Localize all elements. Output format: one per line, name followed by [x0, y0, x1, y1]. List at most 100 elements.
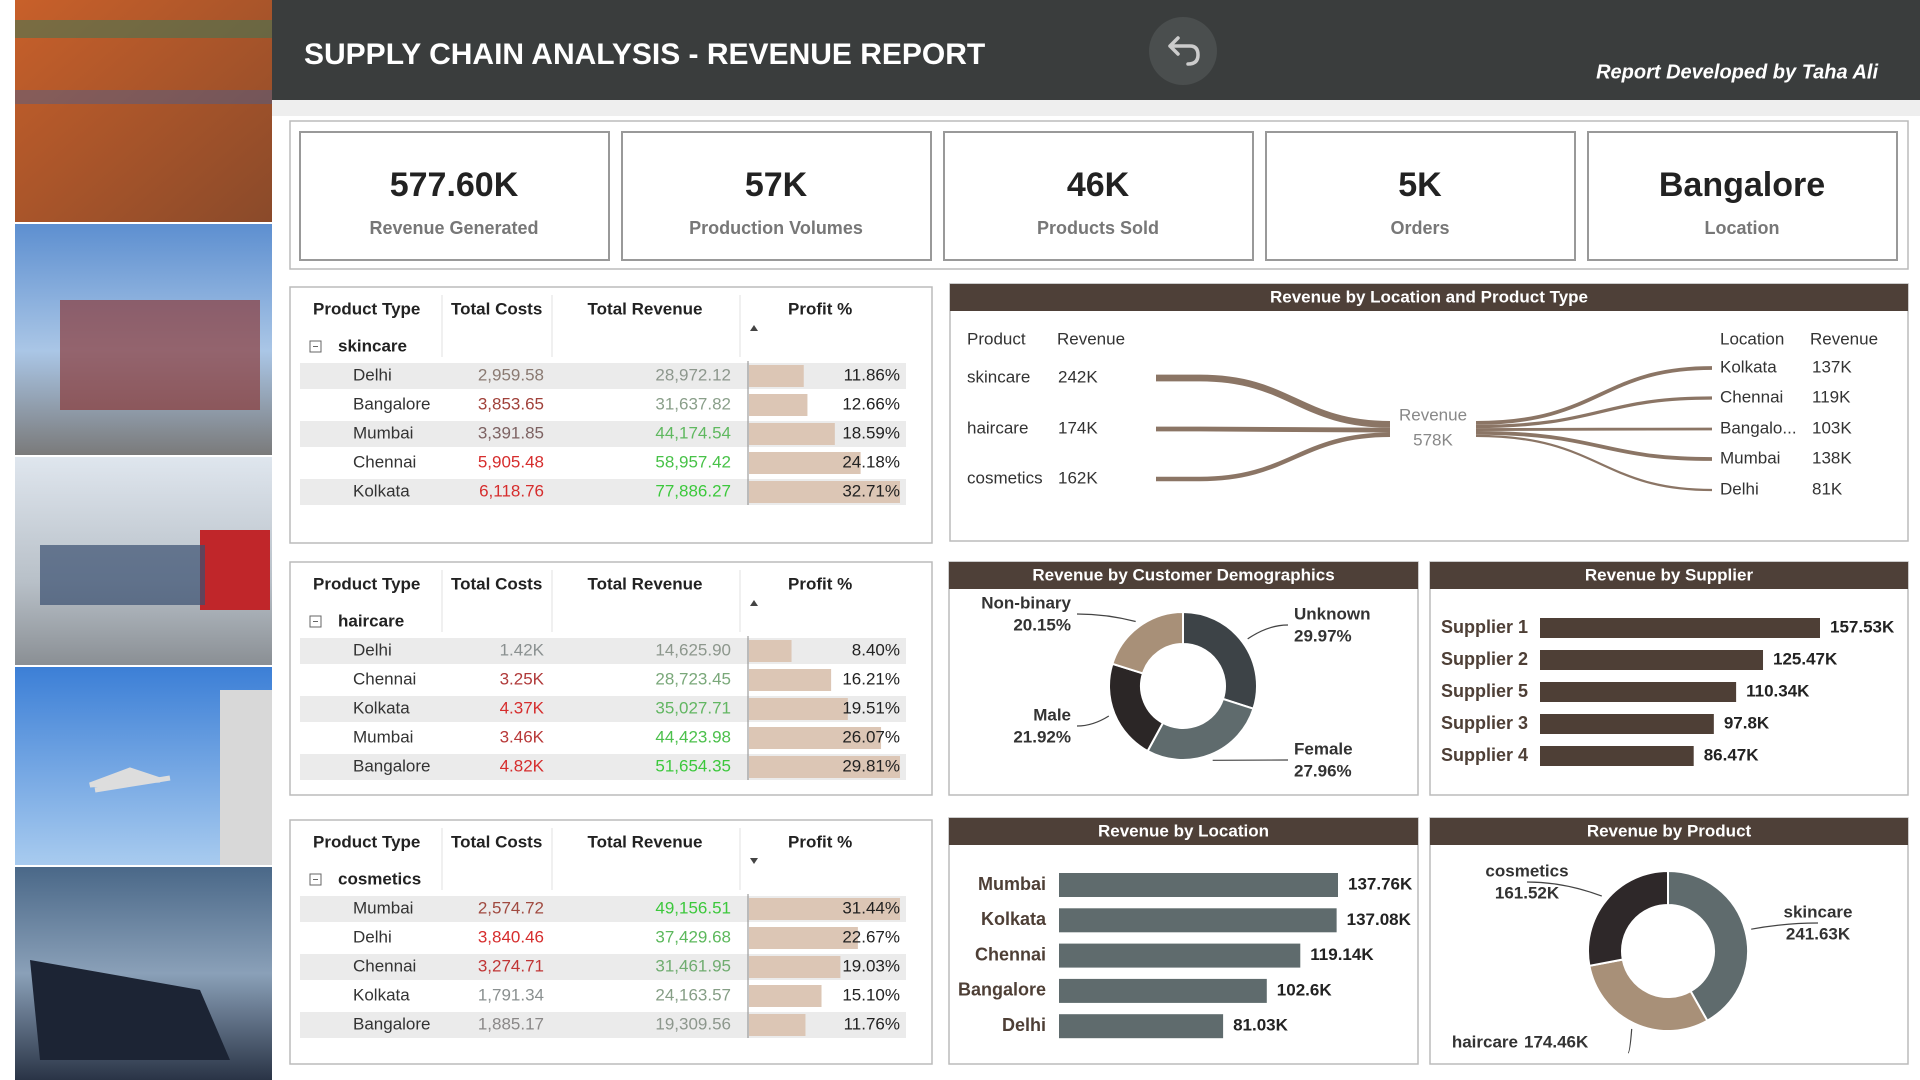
row-cost: 3,274.71	[478, 956, 544, 975]
image-detail	[40, 545, 205, 605]
row-cost: 3,391.85	[478, 423, 544, 442]
sankey-target-value: 137K	[1812, 357, 1852, 376]
row-cost: 3.46K	[500, 727, 545, 746]
row-city: Chennai	[353, 956, 416, 975]
kpi-value: 5K	[1398, 166, 1442, 204]
sort-indicator	[750, 325, 758, 331]
chart-title-bar	[949, 562, 1418, 589]
sankey-flow	[1156, 432, 1391, 482]
row-city: Bangalore	[353, 1014, 431, 1033]
profit-bar	[749, 365, 804, 387]
column-header: Product Type	[313, 574, 420, 593]
leader-line	[1751, 922, 1819, 930]
bar-value: 125.47K	[1773, 649, 1838, 668]
row-city: Kolkata	[353, 481, 410, 500]
donut-segment	[1588, 958, 1709, 1032]
chart-panel	[949, 283, 1909, 542]
image-detail	[220, 690, 272, 865]
row-revenue: 77,886.27	[655, 481, 731, 500]
donut-value: 21.92%	[1013, 727, 1071, 746]
donut-segment	[1667, 869, 1749, 1023]
row-city: Kolkata	[353, 985, 410, 1004]
sankey-header: Product	[967, 329, 1026, 348]
row-band	[300, 363, 906, 389]
profit-label: 19.03%	[842, 956, 900, 975]
row-revenue: 31,637.82	[655, 394, 731, 413]
sankey-source-value: 162K	[1058, 468, 1098, 487]
row-city: Mumbai	[353, 727, 413, 746]
leader-line	[1247, 624, 1289, 640]
bar-value: 137.76K	[1348, 874, 1413, 893]
group-label: skincare	[338, 336, 407, 355]
profit-label: 29.81%	[842, 756, 900, 775]
profit-bar	[749, 985, 822, 1007]
bar	[1059, 908, 1337, 933]
group-label: haircare	[338, 611, 404, 630]
row-revenue: 35,027.71	[655, 698, 731, 717]
sankey-target-value: 103K	[1812, 418, 1852, 437]
row-city: Delhi	[353, 927, 392, 946]
donut-segment	[1146, 697, 1255, 761]
sankey-flow	[1156, 374, 1391, 428]
row-revenue: 31,461.95	[655, 956, 731, 975]
donut-label: Male	[1033, 705, 1071, 724]
sankey-target-value: 119K	[1812, 387, 1851, 406]
profit-label: 31.44%	[842, 898, 900, 917]
donut-segment	[1586, 869, 1669, 967]
profit-label: 8.40%	[852, 640, 900, 659]
report-title: SUPPLY CHAIN ANALYSIS - REVENUE REPORT	[304, 38, 985, 71]
row-cost: 3,853.65	[478, 394, 544, 413]
donut-label: cosmetics	[1485, 861, 1568, 880]
row-cost: 4.82K	[500, 756, 545, 775]
bar	[1540, 650, 1764, 670]
profit-bar	[749, 698, 848, 720]
kpi-card	[621, 131, 932, 261]
row-city: Bangalore	[353, 394, 431, 413]
bar-value: 81.03K	[1233, 1016, 1289, 1035]
row-city: Delhi	[353, 640, 392, 659]
profit-bar	[749, 727, 882, 749]
column-header: Total Costs	[451, 832, 542, 851]
bar-value: 102.6K	[1277, 980, 1333, 999]
bar-category: Chennai	[975, 944, 1046, 964]
leader-line	[1526, 881, 1603, 897]
bar-value: 97.8K	[1724, 713, 1770, 732]
row-city: Chennai	[353, 669, 416, 688]
profit-bar	[749, 481, 900, 503]
kpi-card	[1587, 131, 1898, 261]
back-button[interactable]	[1149, 17, 1217, 85]
donut-value: 29.97%	[1294, 626, 1352, 645]
sort-indicator	[750, 600, 758, 606]
row-cost: 2,959.58	[478, 365, 544, 384]
bar-category: Delhi	[1002, 1015, 1046, 1035]
row-cost: 1.42K	[500, 640, 545, 659]
leader-line	[1627, 1028, 1633, 1054]
sankey-header: Revenue	[1057, 329, 1125, 348]
sankey-flow	[1475, 427, 1713, 431]
sankey-target: Kolkata	[1720, 357, 1777, 376]
donut-value: 161.52K	[1495, 883, 1560, 902]
image-detail	[60, 300, 260, 410]
bar	[1540, 746, 1694, 766]
bar-category: Supplier 1	[1441, 617, 1528, 637]
sankey-center-value: 578K	[1413, 430, 1453, 449]
profit-bar	[749, 898, 900, 920]
donut-segment	[1182, 610, 1258, 710]
row-revenue: 58,957.42	[655, 452, 731, 471]
donut-label: haircare	[1452, 1032, 1518, 1051]
sankey-target: Mumbai	[1720, 448, 1780, 467]
donut-value: 241.63K	[1786, 924, 1851, 943]
collapse-toggle	[309, 873, 322, 886]
profit-label: 11.76%	[844, 1014, 900, 1033]
chart-title-bar	[1430, 562, 1908, 589]
row-revenue: 49,156.51	[655, 898, 731, 917]
bar-value: 119.14K	[1310, 945, 1374, 964]
row-revenue: 24,163.57	[655, 985, 731, 1004]
bar-category: Supplier 5	[1441, 681, 1528, 701]
kpi-value: 46K	[1067, 166, 1130, 204]
row-city: Chennai	[353, 452, 416, 471]
profit-bar	[749, 927, 858, 949]
column-header: Profit %	[788, 574, 852, 593]
row-city: Mumbai	[353, 423, 413, 442]
column-header: Total Revenue	[588, 574, 703, 593]
